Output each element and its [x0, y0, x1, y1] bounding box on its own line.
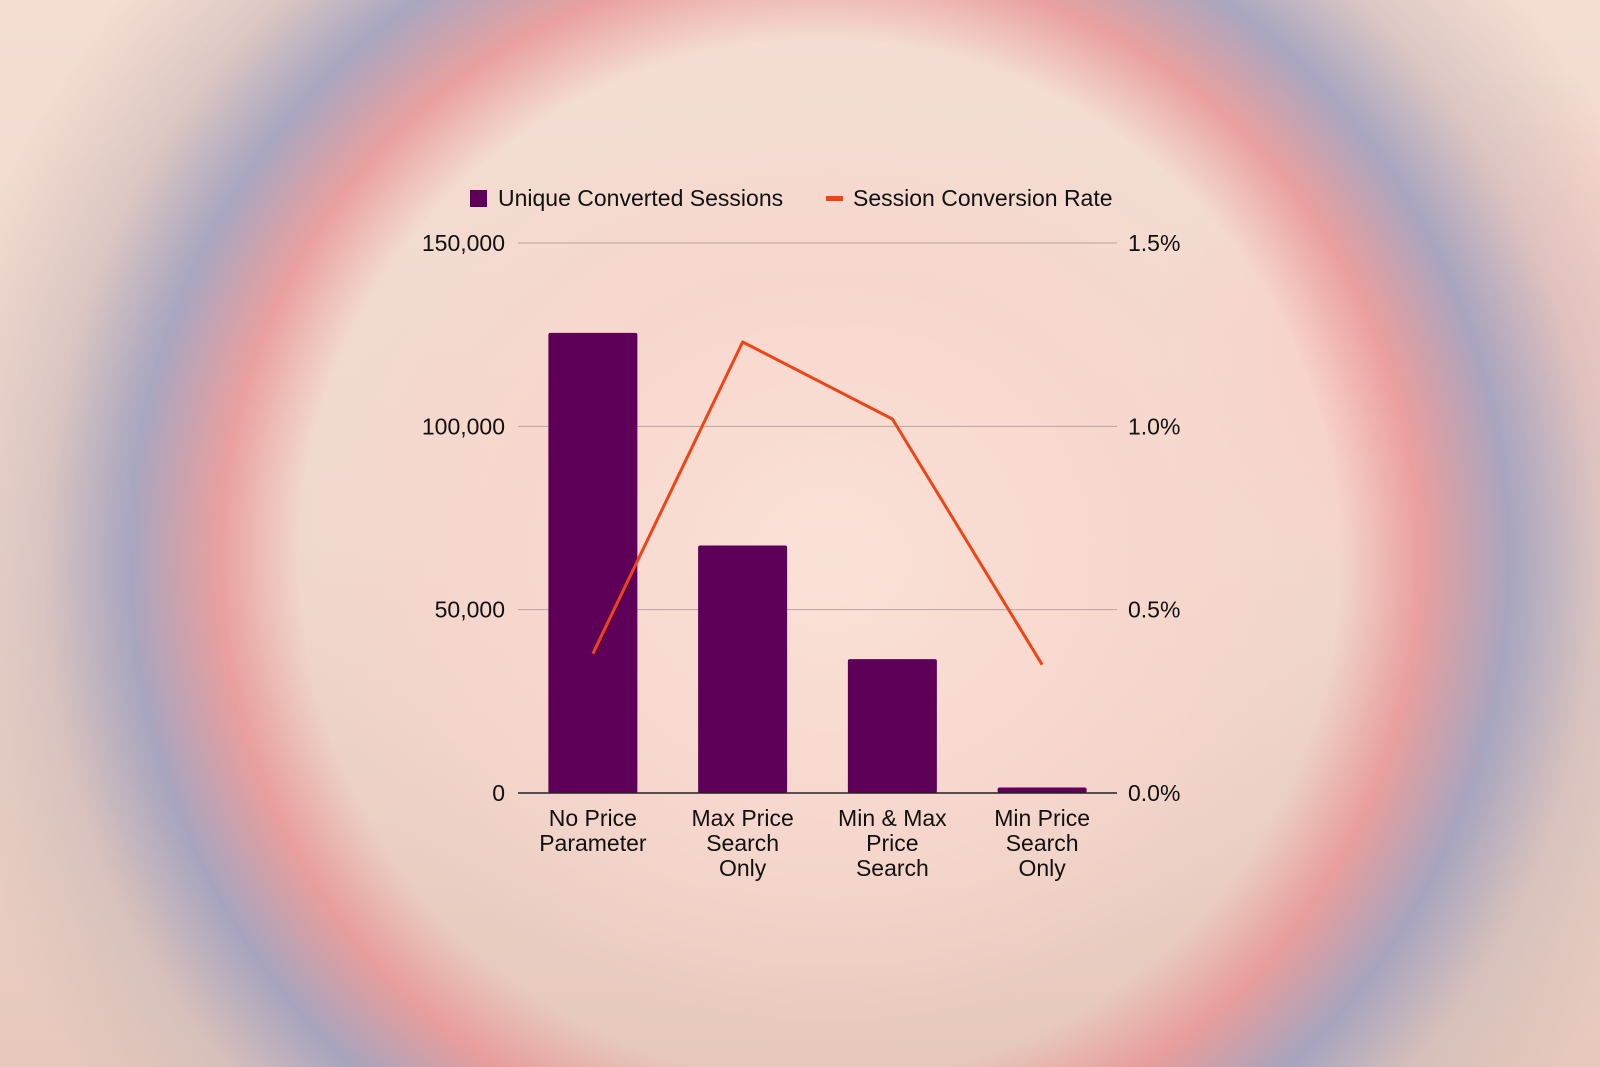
- legend-label-bars: Unique Converted Sessions: [498, 185, 783, 211]
- category-label: Min Price Search Only: [994, 805, 1090, 881]
- legend-line-swatch: [826, 196, 843, 201]
- legend-bar-swatch: [470, 190, 487, 207]
- left-tick-label: 150,000: [422, 230, 505, 256]
- right-axis: 0.0% 0.5% 1.0% 1.5%: [1128, 230, 1180, 806]
- x-axis: No Price Parameter Max Price Search Only Min …: [518, 792, 1117, 881]
- bar: [847, 659, 937, 793]
- bar: [997, 787, 1087, 793]
- conversion-rate-line: [591, 340, 1044, 666]
- left-tick-label: 50,000: [435, 597, 505, 623]
- category-label: No Price Parameter: [539, 805, 647, 856]
- right-tick-label: 1.5%: [1128, 230, 1180, 256]
- right-tick-label: 1.0%: [1128, 413, 1180, 439]
- legend-label-line: Session Conversion Rate: [853, 185, 1113, 211]
- line-series: [591, 340, 1044, 666]
- bar: [548, 332, 638, 793]
- left-tick-label: 0: [492, 780, 505, 806]
- right-tick-label: 0.0%: [1128, 780, 1180, 806]
- bar: [698, 545, 788, 793]
- category-label: Max Price Search Only: [692, 805, 794, 881]
- right-tick-label: 0.5%: [1128, 597, 1180, 623]
- bar-series: [548, 332, 1087, 793]
- left-tick-label: 100,000: [422, 413, 505, 439]
- category-label: Min & Max Price Search: [838, 805, 947, 881]
- legend: Unique Converted Sessions Session Convers…: [470, 185, 1113, 211]
- left-axis: 0 50,000 100,000 150,000: [422, 230, 505, 806]
